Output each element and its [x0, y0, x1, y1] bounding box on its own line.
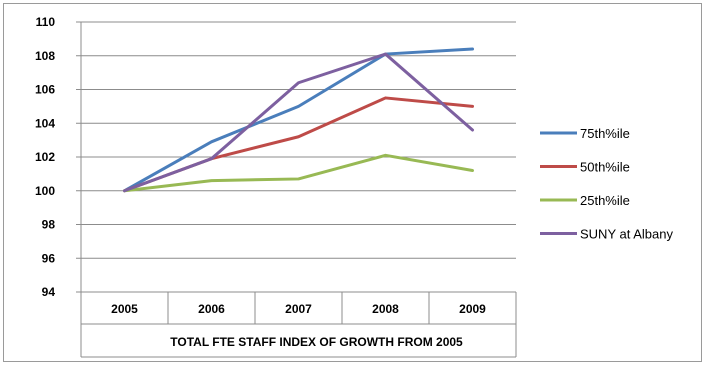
series-line-3 [123, 52, 474, 193]
y-axis-ticks: 94 96 98 100 102 104 106 108 110 [35, 15, 55, 299]
legend-label: 50th%ile [580, 160, 630, 175]
y-tick-label: 96 [42, 251, 56, 265]
series-line-1 [123, 96, 474, 193]
legend-label: SUNY at Albany [580, 227, 673, 242]
x-tick-label: 2009 [459, 302, 486, 316]
y-tick-label: 102 [35, 150, 55, 164]
x-axis-title: TOTAL FTE STAFF INDEX OF GROWTH FROM 200… [170, 335, 463, 349]
x-tick-label: 2007 [285, 302, 312, 316]
x-tick-label: 2005 [111, 302, 138, 316]
y-tick-label: 94 [42, 285, 56, 299]
y-tick-label: 98 [42, 218, 56, 232]
x-tick-label: 2006 [198, 302, 225, 316]
y-tick-label: 104 [35, 116, 55, 130]
legend-label: 25th%ile [580, 193, 630, 208]
series-line-0 [123, 47, 474, 193]
series-lines [123, 47, 474, 193]
legend-label: 75th%ile [580, 126, 630, 141]
x-tick-label: 2008 [372, 302, 399, 316]
y-tick-label: 100 [35, 184, 55, 198]
legend: 75th%ile 50th%ile 25th%ile SUNY at Albany [540, 126, 673, 242]
y-tick-label: 110 [36, 15, 56, 29]
y-tick-label: 106 [35, 83, 55, 97]
chart-frame [3, 3, 702, 362]
axes [76, 21, 517, 358]
gridlines [81, 21, 516, 293]
series-line-2 [123, 153, 474, 193]
x-axis-categories: 2005 2006 2007 2008 2009 [111, 302, 486, 316]
y-tick-label: 108 [35, 49, 55, 63]
